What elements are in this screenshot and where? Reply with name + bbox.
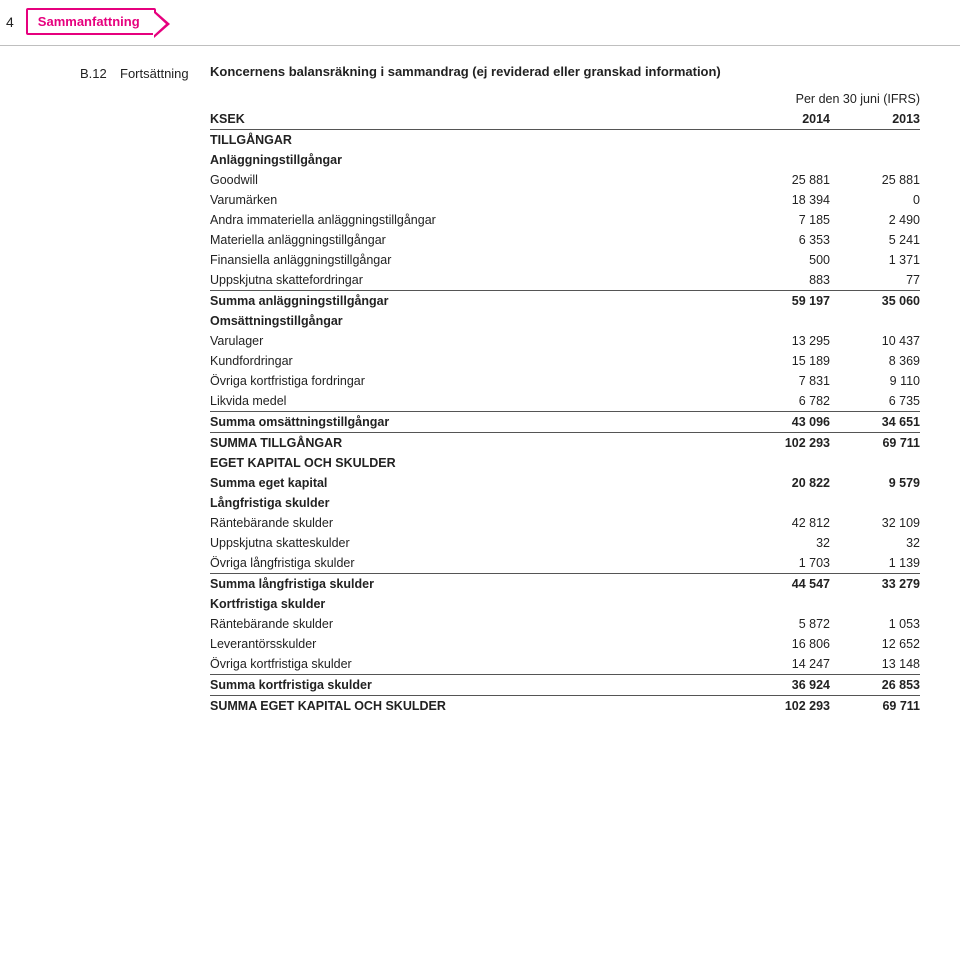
row-value-2: 1 371 <box>830 250 920 270</box>
page-header: 4 Sammanfattning <box>0 0 960 35</box>
ksek-label: KSEK <box>210 109 740 130</box>
subheading-anlaggning: Anläggningstillgångar <box>210 150 920 170</box>
row-value-2: 5 241 <box>830 230 920 250</box>
row-value-2: 77 <box>830 270 920 291</box>
table-row: Varulager13 29510 437 <box>210 331 920 351</box>
row-value-1: 15 189 <box>740 351 830 371</box>
row-value-2: 32 <box>830 533 920 553</box>
row-label: Goodwill <box>210 170 740 190</box>
year-col-2: 2013 <box>830 109 920 130</box>
row-value-1: 13 295 <box>740 331 830 351</box>
row-value-1: 14 247 <box>740 654 830 675</box>
row-label: Materiella anläggningstillgångar <box>210 230 740 250</box>
page: 4 Sammanfattning B.12 Fortsättning Konce… <box>0 0 960 746</box>
row-label: Andra immateriella anläggningstillgångar <box>210 210 740 230</box>
row-value-1: 25 881 <box>740 170 830 190</box>
table-row: Uppskjutna skatteskulder3232 <box>210 533 920 553</box>
balance-sheet-table: Per den 30 juni (IFRS) KSEK 2014 2013 TI… <box>210 89 920 716</box>
table-row: Varumärken18 3940 <box>210 190 920 210</box>
row-value-2: 25 881 <box>830 170 920 190</box>
row-label: Övriga kortfristiga skulder <box>210 654 740 675</box>
header-divider <box>0 45 960 46</box>
table-row: Övriga kortfristiga fordringar7 8319 110 <box>210 371 920 391</box>
subheading-omsattning: Omsättningstillgångar <box>210 311 920 331</box>
row-value-2: 10 437 <box>830 331 920 351</box>
row-value-1: 500 <box>740 250 830 270</box>
row-label: Uppskjutna skattefordringar <box>210 270 740 291</box>
table-header-row: KSEK 2014 2013 <box>210 109 920 130</box>
table-row: Likvida medel6 7826 735 <box>210 391 920 412</box>
row-label: Kundfordringar <box>210 351 740 371</box>
summa-eget-kapital-row: Summa eget kapital 20 822 9 579 <box>210 473 920 493</box>
row-value-1: 42 812 <box>740 513 830 533</box>
rows-omsattning: Varulager13 29510 437Kundfordringar15 18… <box>210 331 920 412</box>
row-value-1: 6 353 <box>740 230 830 250</box>
rows-kortfristiga: Räntebärande skulder5 8721 053Leverantör… <box>210 614 920 675</box>
period-caption: Per den 30 juni (IFRS) <box>740 89 920 109</box>
row-value-2: 2 490 <box>830 210 920 230</box>
section-title: Koncernens balansräkning i sammandrag (e… <box>210 64 920 79</box>
row-label: Varumärken <box>210 190 740 210</box>
item-id: B.12 <box>80 64 120 716</box>
table-row: Kundfordringar15 1898 369 <box>210 351 920 371</box>
subheading-kortfristiga: Kortfristiga skulder <box>210 594 920 614</box>
row-value-2: 1 053 <box>830 614 920 634</box>
row-value-2: 12 652 <box>830 634 920 654</box>
row-value-2: 6 735 <box>830 391 920 412</box>
row-label: Leverantörsskulder <box>210 634 740 654</box>
sum-anlaggning-row: Summa anläggningstillgångar 59 197 35 06… <box>210 291 920 312</box>
row-label: Räntebärande skulder <box>210 614 740 634</box>
table-row: Goodwill25 88125 881 <box>210 170 920 190</box>
sum-kortfristiga-row: Summa kortfristiga skulder 36 924 26 853 <box>210 675 920 696</box>
row-value-2: 0 <box>830 190 920 210</box>
summa-tillgangar-row: SUMMA TILLGÅNGAR 102 293 69 711 <box>210 433 920 454</box>
table-row: Övriga långfristiga skulder1 7031 139 <box>210 553 920 574</box>
row-value-2: 1 139 <box>830 553 920 574</box>
row-value-1: 32 <box>740 533 830 553</box>
table-row: Uppskjutna skattefordringar88377 <box>210 270 920 291</box>
sum-omsattning-row: Summa omsättningstillgångar 43 096 34 65… <box>210 412 920 433</box>
page-number: 4 <box>0 14 26 30</box>
table-row: Leverantörsskulder16 80612 652 <box>210 634 920 654</box>
row-label: Övriga kortfristiga fordringar <box>210 371 740 391</box>
row-value-1: 7 185 <box>740 210 830 230</box>
row-value-1: 1 703 <box>740 553 830 574</box>
rows-langfristiga: Räntebärande skulder42 81232 109Uppskjut… <box>210 513 920 574</box>
row-value-2: 13 148 <box>830 654 920 675</box>
table-row: Andra immateriella anläggningstillgångar… <box>210 210 920 230</box>
row-label: Räntebärande skulder <box>210 513 740 533</box>
row-value-2: 32 109 <box>830 513 920 533</box>
row-value-1: 5 872 <box>740 614 830 634</box>
row-value-2: 9 110 <box>830 371 920 391</box>
table-row: Övriga kortfristiga skulder14 24713 148 <box>210 654 920 675</box>
table-row: Finansiella anläggningstillgångar5001 37… <box>210 250 920 270</box>
row-label: Övriga långfristiga skulder <box>210 553 740 574</box>
row-value-1: 18 394 <box>740 190 830 210</box>
period-caption-row: Per den 30 juni (IFRS) <box>210 89 920 109</box>
heading-eget-kapital: EGET KAPITAL OCH SKULDER <box>210 453 920 473</box>
section-tab: Sammanfattning <box>26 8 156 35</box>
subheading-langfristiga: Långfristiga skulder <box>210 493 920 513</box>
heading-tillgangar: TILLGÅNGAR <box>210 130 920 151</box>
table-row: Räntebärande skulder5 8721 053 <box>210 614 920 634</box>
content-row: B.12 Fortsättning Koncernens balansräkni… <box>0 64 960 746</box>
row-label: Uppskjutna skatteskulder <box>210 533 740 553</box>
row-label: Varulager <box>210 331 740 351</box>
row-value-2: 8 369 <box>830 351 920 371</box>
row-value-1: 883 <box>740 270 830 291</box>
year-col-1: 2014 <box>740 109 830 130</box>
row-value-1: 6 782 <box>740 391 830 412</box>
row-value-1: 16 806 <box>740 634 830 654</box>
row-label: Likvida medel <box>210 391 740 412</box>
rows-anlaggning: Goodwill25 88125 881Varumärken18 3940And… <box>210 170 920 291</box>
item-tag: Fortsättning <box>120 64 210 716</box>
row-value-1: 7 831 <box>740 371 830 391</box>
summa-eget-skulder-row: SUMMA EGET KAPITAL OCH SKULDER 102 293 6… <box>210 696 920 717</box>
table-row: Räntebärande skulder42 81232 109 <box>210 513 920 533</box>
sum-langfristiga-row: Summa långfristiga skulder 44 547 33 279 <box>210 574 920 595</box>
table-row: Materiella anläggningstillgångar6 3535 2… <box>210 230 920 250</box>
item-body: Koncernens balansräkning i sammandrag (e… <box>210 64 920 716</box>
row-label: Finansiella anläggningstillgångar <box>210 250 740 270</box>
